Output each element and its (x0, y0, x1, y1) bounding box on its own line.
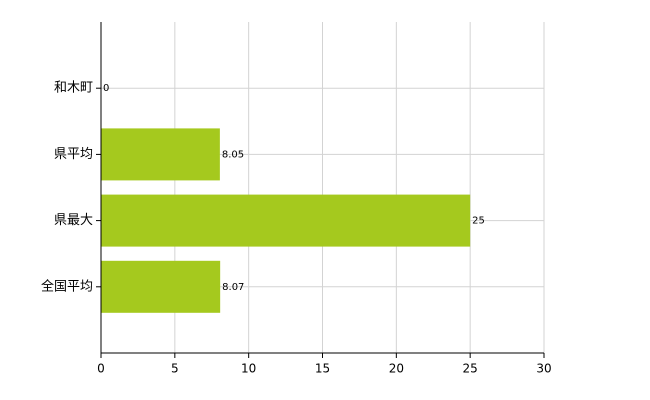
data-label: 25 (472, 216, 485, 227)
x-tick-label: 25 (463, 362, 478, 376)
x-tick-label: 15 (315, 362, 330, 376)
x-tick-label: 5 (171, 362, 179, 376)
y-tick-label: 県最大 (54, 213, 93, 228)
y-tick-label: 県平均 (54, 147, 93, 162)
x-tick-label: 10 (241, 362, 256, 376)
y-tick-label: 全国平均 (41, 278, 93, 294)
y-tick-label: 和木町 (54, 81, 93, 96)
data-label: 8.05 (222, 149, 244, 160)
bar (101, 128, 220, 181)
x-tick-label: 20 (389, 362, 404, 376)
x-tick-label: 30 (536, 362, 551, 376)
bar (101, 194, 471, 247)
data-label: 0 (103, 83, 109, 94)
data-label: 8.07 (222, 282, 244, 293)
bar (101, 260, 221, 313)
x-tick-label: 0 (97, 362, 105, 376)
